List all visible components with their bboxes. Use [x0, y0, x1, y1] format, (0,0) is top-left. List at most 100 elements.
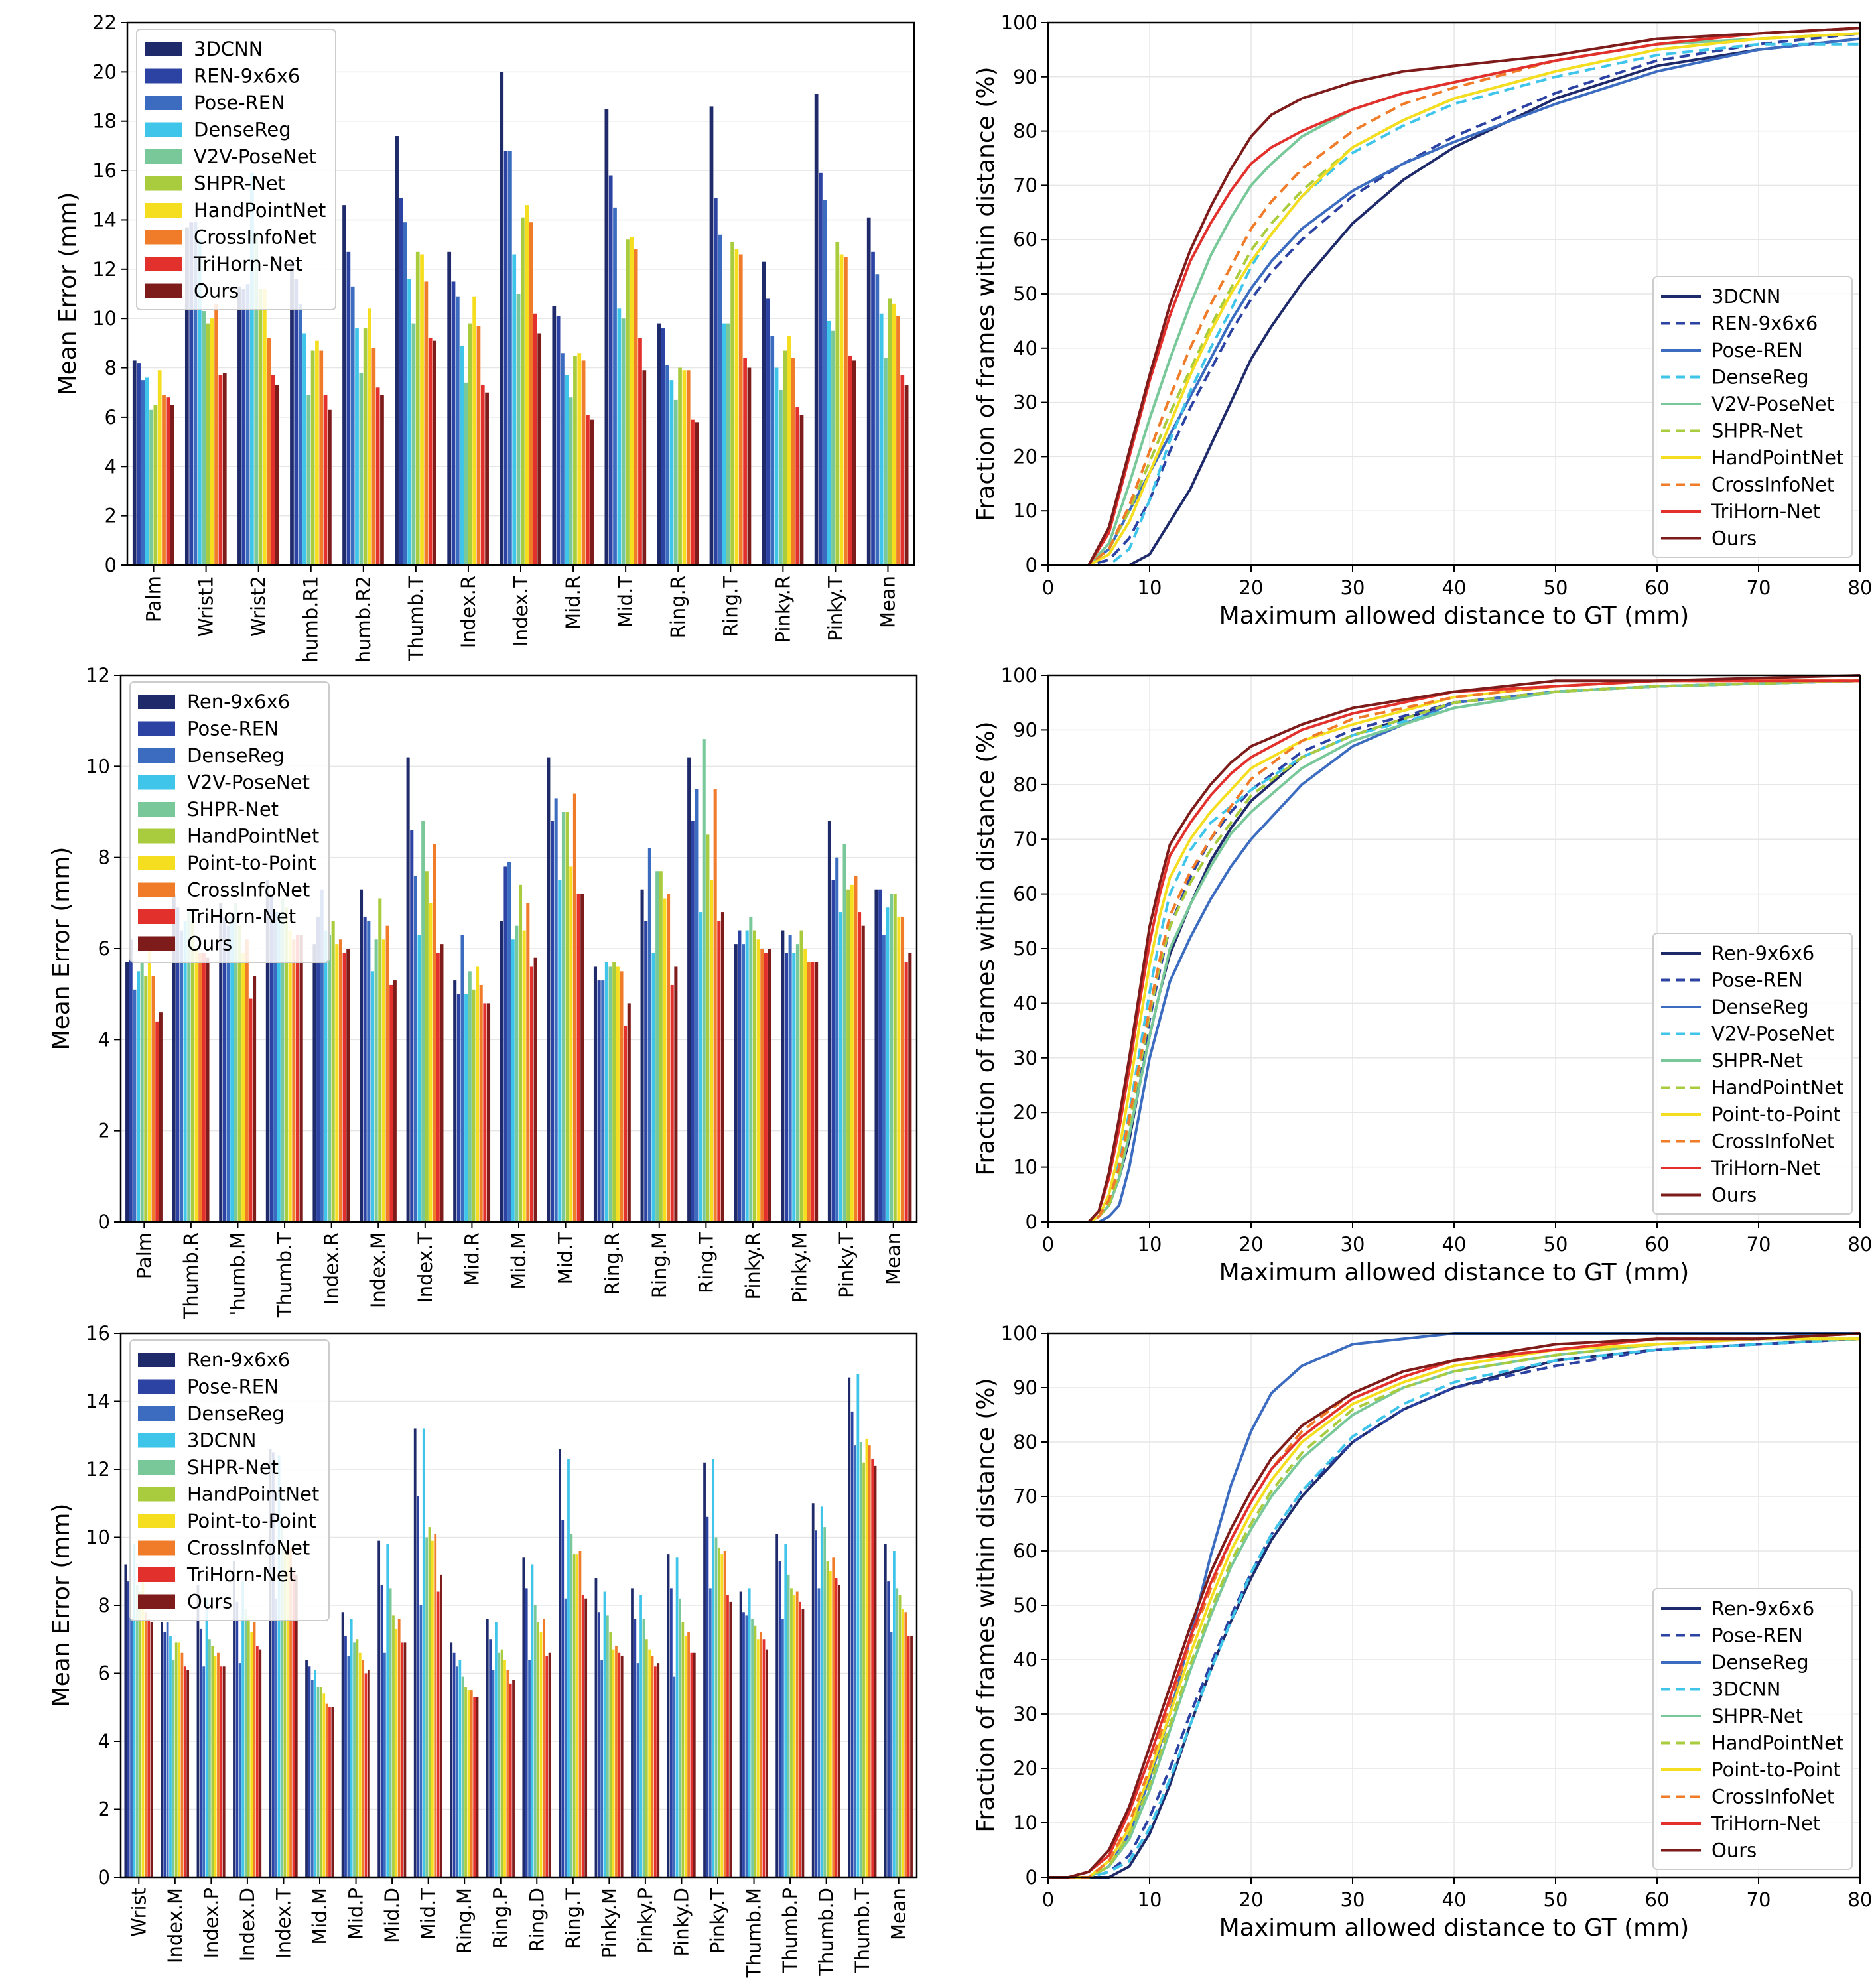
legend-label: TriHorn-Net — [186, 1563, 296, 1586]
y-axis-label: Mean Error (mm) — [48, 1504, 75, 1707]
line-handpointnet — [1048, 32, 1861, 566]
x-tick-label: Ring.T — [695, 1232, 717, 1293]
bar-handpointnet-wrist — [139, 1591, 142, 1877]
bar-ours-thumb.t — [433, 340, 436, 565]
legend-label: HandPointNet — [187, 825, 319, 848]
bar-ours-thumb.p — [801, 1609, 805, 1877]
bar-trihorn-net-pinky.m — [811, 962, 815, 1222]
bar-handpointnet-pinky.r — [787, 336, 791, 565]
legend-label: Pose-REN — [194, 92, 285, 114]
bar-trihorn-net-index.t — [436, 953, 440, 1222]
x-tick-label: Pinky.R — [742, 1232, 764, 1299]
bar-trihorn-net-index.d — [256, 1646, 259, 1877]
legend-swatch — [145, 203, 182, 218]
bar-handpointnet-index.t — [525, 205, 529, 565]
bar-densereg-thumb.r2 — [355, 328, 359, 565]
bar-trihorn-net-thumb.t — [296, 935, 300, 1222]
bar-shpr-net-thumb.r2 — [363, 328, 368, 565]
bar-ren-9x6x6-index.t — [503, 151, 508, 565]
bar-densereg-thumb.t — [407, 279, 411, 565]
bar-ren-9x6x6-pinky.m — [781, 930, 785, 1222]
bar-pose-ren-ring.t — [691, 821, 695, 1222]
bar-ours-pinky.d — [693, 1652, 696, 1877]
bar-ren-9x6x6-thumb.r1 — [294, 279, 299, 565]
bar-densereg-pinky.p — [636, 1663, 639, 1877]
bar-handpointnet-mid.r — [577, 353, 582, 565]
bar-trihorn-net-mid.m — [529, 966, 533, 1222]
bar-crossinfonet-thumb.r — [198, 953, 202, 1222]
bar-densereg-ring.t — [695, 789, 699, 1222]
bar-shpr-net-pinky.r — [783, 350, 787, 565]
bar-densereg-index.m — [166, 1622, 169, 1877]
bar-v2v-posenet-pinky.r — [745, 930, 749, 1222]
legend-swatch — [138, 1514, 175, 1528]
bar-pose-ren-index.p — [199, 1628, 202, 1877]
legend-label: Ours — [187, 1591, 232, 1613]
bar-shpr-net-mid.t — [626, 239, 630, 565]
legend-label: Ours — [1711, 527, 1757, 550]
x-tick-label: Thumb.T — [851, 1888, 874, 1973]
bar-v2v-posenet-ring.r — [673, 399, 678, 565]
y-tick-label: 20 — [92, 60, 117, 83]
bar-shpr-net-thumb.d — [823, 1527, 827, 1877]
bar-handpointnet-thumb.t — [862, 1462, 865, 1877]
bar-trihorn-net-mid.m — [328, 1707, 331, 1877]
x-tick-label: Mid.P — [345, 1888, 368, 1940]
bar-pose-ren-pinky.d — [670, 1588, 673, 1877]
x-tick-label: humb.R1 — [300, 576, 322, 663]
bar-handpointnet-thumb.t — [285, 907, 289, 1222]
bar-handpointnet-pinky.t — [846, 889, 850, 1222]
bar-ren-9x6x6-thumb.t — [848, 1377, 851, 1877]
bar-shpr-net-mid.m — [316, 1687, 320, 1877]
bar-ours-thumb.m — [766, 1649, 768, 1877]
legend-swatch — [138, 882, 175, 897]
bar-v2v-posenet-thumb.m — [230, 916, 234, 1222]
bar-densereg-mid.d — [383, 1652, 386, 1877]
x-tick-label: 50 — [1544, 1888, 1568, 1911]
bar-handpointnet-ring.r — [612, 962, 616, 1222]
x-tick-label: 80 — [1848, 1888, 1873, 1911]
bar-v2v-posenet-index.m — [370, 971, 374, 1222]
legend-label: Ours — [1711, 1839, 1757, 1862]
bar-crossinfonet-index.t — [529, 222, 533, 565]
bar-crossinfonet-ring.t — [713, 789, 717, 1222]
line-trihorn-net — [1048, 27, 1861, 566]
bar-trihorn-net-wrist2 — [271, 375, 275, 565]
bar-shpr-net-thumb.m — [751, 1619, 754, 1877]
bar-trihorn-net-thumb.p — [799, 1601, 801, 1877]
bar-point-to-point-mean — [897, 916, 901, 1222]
legend-label: Pose-REN — [187, 1376, 279, 1398]
bar-handpointnet-mean — [898, 1595, 902, 1877]
bar-point-to-point-mid.p — [358, 1652, 362, 1877]
bar-shpr-net-index.d — [244, 1609, 247, 1877]
bar-shpr-net-ring.t — [702, 739, 706, 1222]
bar-densereg-mean — [879, 313, 884, 565]
bar-crossinfonet-mid.d — [397, 1619, 401, 1877]
bar-ren-9x6x6-thumb.d — [811, 1503, 815, 1877]
bar-crossinfonet-mid.p — [362, 1660, 365, 1877]
bar-trihorn-net-ring.m — [473, 1697, 476, 1877]
bar-3dcnn-mean — [893, 1551, 896, 1877]
bar-ours-mid.m — [331, 1707, 334, 1877]
x-tick-label: Pinky.R — [771, 576, 794, 643]
y-tick-label: 100 — [1001, 664, 1038, 687]
bar-densereg-thumb.m — [226, 925, 230, 1222]
bar-handpointnet-index.t — [283, 1544, 287, 1877]
bar-v2v-posenet-index.r — [324, 930, 328, 1222]
bar-3dcnn-pinky.r — [762, 261, 766, 565]
bar-point-to-point-index.t — [286, 1551, 289, 1877]
bar-densereg-thumb.r — [179, 930, 183, 1222]
bar-v2v-posenet-palm — [149, 409, 153, 565]
legend-label: Pose-REN — [1711, 969, 1803, 992]
x-tick-label: Index.T — [509, 576, 532, 647]
legend-label: 3DCNN — [187, 1429, 256, 1452]
bar-densereg-index.d — [238, 1663, 241, 1877]
bar-ren-9x6x6-ring.r — [661, 328, 665, 565]
legend-swatch — [138, 1460, 175, 1475]
bar-ours-index.m — [393, 980, 397, 1222]
legend-swatch — [138, 1406, 175, 1421]
legend-label: CrossInfoNet — [187, 1537, 310, 1559]
bar-shpr-net-ring.m — [461, 1676, 464, 1877]
legend-swatch — [138, 1379, 175, 1394]
bar-point-to-point-thumb.t — [865, 1438, 868, 1877]
